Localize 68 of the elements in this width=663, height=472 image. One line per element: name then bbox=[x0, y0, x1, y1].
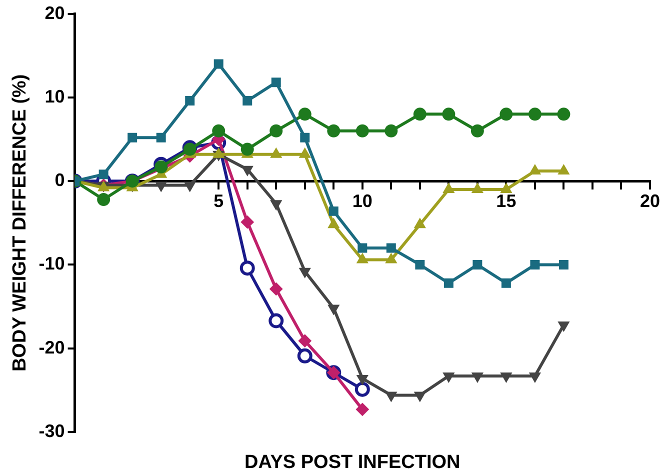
point bbox=[270, 124, 283, 138]
point bbox=[356, 402, 369, 416]
point bbox=[212, 148, 224, 158]
y-tick-label: 10 bbox=[44, 86, 65, 106]
point bbox=[356, 374, 368, 385]
point bbox=[271, 78, 281, 88]
point bbox=[298, 108, 312, 121]
x-tick-label: 5 bbox=[214, 190, 224, 211]
x-tick-label: 10 bbox=[352, 190, 372, 211]
point bbox=[297, 348, 312, 364]
y-tick-label: 0 bbox=[54, 170, 65, 190]
point bbox=[98, 170, 108, 180]
y-tick-label: -30 bbox=[38, 420, 65, 441]
point bbox=[270, 282, 283, 296]
point bbox=[354, 382, 370, 397]
point bbox=[300, 132, 310, 142]
point bbox=[472, 372, 484, 382]
point bbox=[356, 124, 369, 138]
point bbox=[558, 164, 570, 175]
y-tick-label: 20 bbox=[44, 2, 65, 23]
x-tick-label: 20 bbox=[640, 190, 660, 211]
point bbox=[328, 218, 340, 228]
point bbox=[557, 108, 570, 121]
point bbox=[442, 372, 454, 382]
point bbox=[414, 392, 426, 402]
point bbox=[444, 278, 454, 288]
point bbox=[413, 108, 426, 121]
point bbox=[156, 132, 166, 142]
point bbox=[328, 206, 338, 216]
point bbox=[214, 59, 224, 69]
point bbox=[529, 372, 541, 382]
point bbox=[530, 260, 540, 270]
point bbox=[97, 192, 110, 206]
point bbox=[242, 96, 252, 106]
point bbox=[185, 96, 195, 106]
point bbox=[385, 392, 397, 402]
point bbox=[270, 148, 282, 158]
y-axis-title: BODY WEIGHT DIFFERENCE (%) bbox=[10, 74, 31, 372]
point bbox=[327, 124, 340, 138]
point bbox=[415, 260, 425, 270]
point bbox=[299, 268, 311, 278]
point bbox=[529, 164, 541, 175]
point bbox=[240, 260, 255, 276]
point bbox=[500, 372, 512, 382]
point bbox=[558, 260, 568, 270]
y-tick-label: -10 bbox=[38, 254, 65, 274]
point bbox=[299, 148, 311, 158]
point bbox=[384, 124, 398, 138]
x-axis-title: DAYS POST INFECTION bbox=[244, 452, 460, 472]
point bbox=[298, 334, 312, 348]
x-tick-label: 15 bbox=[496, 190, 516, 211]
point bbox=[500, 108, 513, 121]
point bbox=[558, 321, 570, 332]
point bbox=[240, 216, 254, 229]
point bbox=[212, 124, 226, 138]
point bbox=[470, 124, 484, 138]
point bbox=[240, 142, 254, 156]
point bbox=[501, 278, 511, 288]
y-tick-label: -20 bbox=[38, 337, 65, 358]
point bbox=[386, 243, 396, 253]
point bbox=[472, 260, 482, 270]
point bbox=[414, 218, 426, 228]
point bbox=[128, 132, 138, 142]
point bbox=[358, 243, 368, 253]
point bbox=[268, 313, 284, 328]
point bbox=[328, 304, 340, 315]
point bbox=[442, 108, 456, 121]
point bbox=[528, 108, 542, 121]
